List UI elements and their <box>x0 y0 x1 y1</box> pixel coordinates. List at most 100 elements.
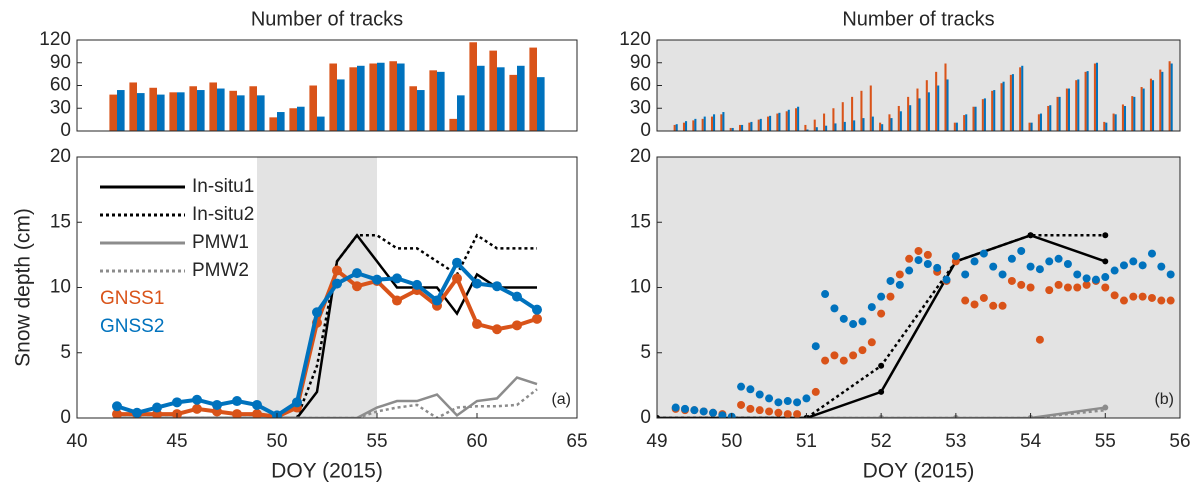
data-point <box>783 410 792 418</box>
data-point <box>1073 270 1082 279</box>
data-point <box>1026 262 1035 271</box>
bar <box>953 122 956 131</box>
bar <box>517 65 525 131</box>
data-point <box>352 281 362 292</box>
data-point <box>933 263 942 272</box>
data-point <box>914 246 923 255</box>
panel-label: (b) <box>1154 391 1174 408</box>
bar <box>907 96 910 131</box>
y-tick-label: 30 <box>50 97 71 118</box>
bar <box>983 98 986 131</box>
data-point <box>472 278 482 289</box>
data-point <box>1119 296 1128 305</box>
data-point <box>1166 270 1175 279</box>
data-point <box>172 397 182 408</box>
panel-title: Number of tracks <box>251 8 403 30</box>
bar <box>720 114 723 131</box>
legend-label: GNSS2 <box>100 316 164 337</box>
data-point <box>192 403 202 414</box>
x-tick-label: 53 <box>945 431 966 452</box>
bar <box>869 85 872 131</box>
data-point <box>1063 260 1072 269</box>
legend-label: In-situ2 <box>192 204 254 225</box>
data-point <box>472 319 482 330</box>
y-tick-label: 120 <box>39 29 71 50</box>
bar <box>1039 113 1042 131</box>
bar <box>815 127 818 131</box>
bar <box>137 93 145 131</box>
bar <box>685 121 688 131</box>
x-tick-label: 49 <box>646 431 667 452</box>
bar <box>269 117 277 131</box>
bar <box>860 90 863 131</box>
data-point <box>849 320 858 329</box>
bar <box>357 65 365 131</box>
data-point <box>989 301 998 310</box>
bar <box>825 125 828 131</box>
bar <box>1021 65 1024 131</box>
bar <box>1019 67 1022 131</box>
bar <box>1121 104 1124 131</box>
data-point <box>492 281 502 292</box>
bar <box>1142 88 1145 131</box>
bar <box>1103 121 1106 131</box>
bar <box>701 118 704 131</box>
data-point <box>774 408 783 417</box>
data-point <box>1102 232 1109 239</box>
bar <box>189 86 197 131</box>
data-point <box>1119 261 1128 270</box>
data-point <box>821 356 830 365</box>
bar <box>955 122 958 131</box>
bar <box>757 119 760 131</box>
bar <box>853 120 856 131</box>
data-point <box>718 411 727 418</box>
bar <box>785 111 788 131</box>
bar <box>778 112 781 131</box>
data-point <box>942 275 951 284</box>
data-point <box>755 390 764 399</box>
bar <box>832 108 835 131</box>
x-tick-label: 45 <box>166 431 187 452</box>
bar <box>963 115 966 131</box>
bar <box>1030 122 1033 131</box>
data-point <box>951 252 960 261</box>
data-point <box>1035 335 1044 344</box>
data-point <box>1138 261 1147 270</box>
bar <box>277 112 285 131</box>
data-point <box>1035 265 1044 274</box>
bar <box>899 111 902 131</box>
bar <box>529 47 537 131</box>
data-point <box>452 273 462 284</box>
data-point <box>765 394 774 403</box>
bar <box>974 106 977 131</box>
data-point <box>1007 254 1016 263</box>
bar <box>1049 105 1052 131</box>
axes-frame <box>656 156 1181 419</box>
data-point <box>512 320 522 331</box>
panel-title: Number of tracks <box>842 8 994 30</box>
bar <box>694 118 697 131</box>
bar <box>804 124 807 131</box>
bar <box>149 87 157 131</box>
shaded-region <box>657 157 1180 418</box>
bar <box>862 118 865 131</box>
bar <box>741 124 744 131</box>
bar <box>1077 79 1080 131</box>
y-axis-label: Snow depth (cm) <box>12 208 35 367</box>
legend-label: PMW1 <box>192 232 249 253</box>
y-tick-label: 20 <box>50 146 71 167</box>
x-tick-label: 55 <box>1095 431 1116 452</box>
data-point <box>1045 257 1054 266</box>
data-point <box>895 270 904 279</box>
data-point <box>452 257 462 268</box>
series-line <box>117 233 537 418</box>
bar <box>317 116 325 131</box>
bar <box>851 96 854 131</box>
data-point <box>681 404 690 413</box>
data-point <box>412 279 422 290</box>
data-point <box>877 292 886 301</box>
bar <box>157 94 165 131</box>
data-point <box>774 398 783 407</box>
data-point <box>1157 296 1166 305</box>
bar <box>1000 83 1003 131</box>
